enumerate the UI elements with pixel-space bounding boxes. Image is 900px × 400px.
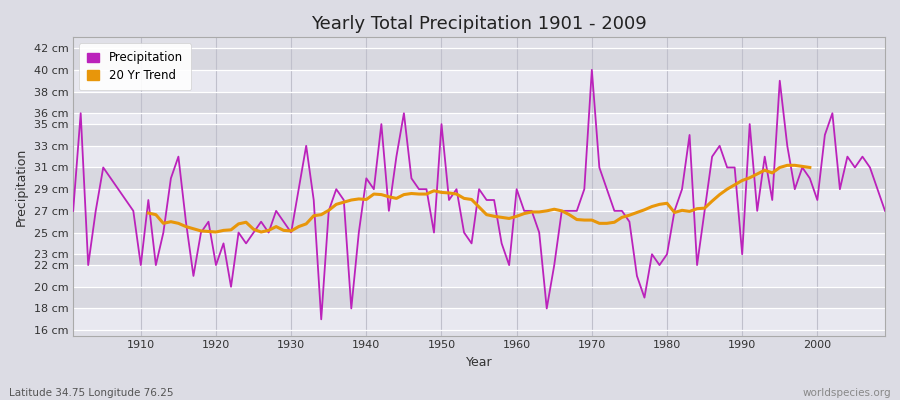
Bar — [73, 92, 885, 113]
Precipitation — [128, 208, 139, 213]
Precipitation — [616, 208, 627, 213]
Bar — [73, 124, 885, 146]
Precipitation — [587, 68, 598, 72]
20 Yr Trend — [805, 165, 815, 170]
Precipitation — [518, 208, 529, 213]
Text: worldspecies.org: worldspecies.org — [803, 388, 891, 398]
X-axis label: Year: Year — [466, 356, 492, 369]
Precipitation — [879, 208, 890, 213]
Bar — [73, 146, 885, 168]
Bar — [73, 113, 885, 124]
Title: Yearly Total Precipitation 1901 - 2009: Yearly Total Precipitation 1901 - 2009 — [311, 15, 647, 33]
Bar — [73, 48, 885, 70]
20 Yr Trend — [406, 191, 417, 196]
20 Yr Trend — [286, 228, 297, 233]
20 Yr Trend — [737, 178, 748, 183]
Bar — [73, 287, 885, 308]
Bar — [73, 189, 885, 211]
20 Yr Trend — [233, 222, 244, 226]
20 Yr Trend — [789, 163, 800, 168]
Line: Precipitation: Precipitation — [73, 70, 885, 319]
Precipitation — [316, 317, 327, 322]
20 Yr Trend — [489, 214, 500, 219]
Precipitation — [346, 306, 356, 311]
Bar — [73, 254, 885, 265]
Bar — [73, 265, 885, 287]
Bar — [73, 168, 885, 189]
Text: Latitude 34.75 Longitude 76.25: Latitude 34.75 Longitude 76.25 — [9, 388, 174, 398]
Bar — [73, 308, 885, 330]
20 Yr Trend — [211, 230, 221, 234]
Line: 20 Yr Trend: 20 Yr Trend — [148, 165, 810, 232]
Precipitation — [68, 208, 78, 213]
20 Yr Trend — [218, 228, 229, 233]
Bar — [73, 70, 885, 92]
Precipitation — [511, 187, 522, 192]
20 Yr Trend — [143, 211, 154, 216]
Bar — [73, 232, 885, 254]
Y-axis label: Precipitation: Precipitation — [15, 147, 28, 226]
Bar — [73, 211, 885, 232]
Precipitation — [293, 187, 304, 192]
Legend: Precipitation, 20 Yr Trend: Precipitation, 20 Yr Trend — [79, 43, 191, 90]
